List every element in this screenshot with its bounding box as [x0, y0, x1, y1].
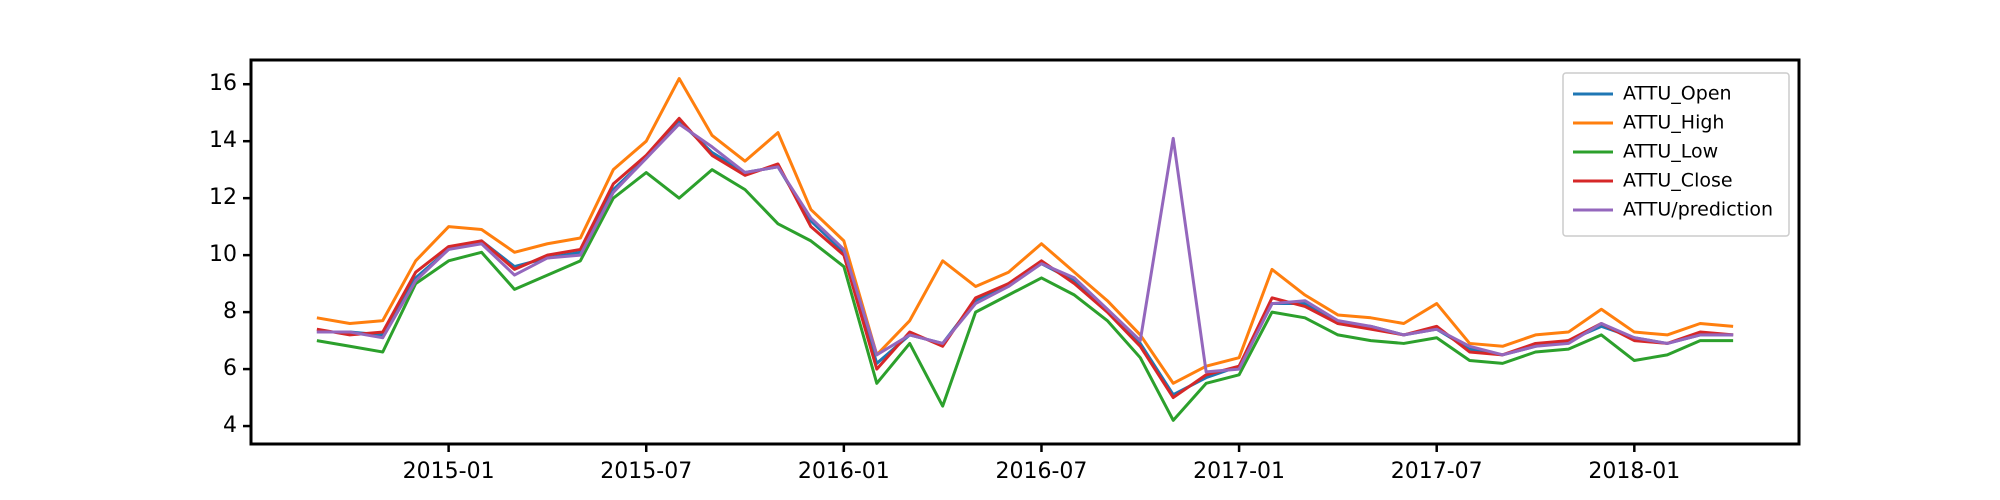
x-tick-label: 2016-01 [798, 459, 890, 484]
legend-label: ATTU_Close [1623, 170, 1733, 192]
x-tick-label: 2018-01 [1588, 459, 1680, 484]
series-line [316, 168, 1734, 422]
x-tick-label: 2015-01 [403, 459, 495, 484]
x-tick-label: 2015-07 [600, 459, 692, 484]
legend-label: ATTU/prediction [1623, 199, 1773, 221]
y-tick-label: 16 [209, 71, 237, 96]
y-tick-label: 14 [209, 128, 237, 153]
legend-label: ATTU_Open [1623, 83, 1732, 105]
series-line [316, 122, 1734, 374]
x-tick-label: 2017-07 [1391, 459, 1483, 484]
legend-label: ATTU_Low [1623, 141, 1718, 163]
y-tick-label: 12 [209, 185, 237, 210]
series-line [316, 77, 1734, 385]
legend-box [1562, 72, 1790, 237]
x-tick-label: 2017-01 [1193, 459, 1285, 484]
y-tick-label: 4 [223, 413, 237, 438]
legend-label: ATTU_High [1623, 112, 1724, 134]
x-tick-label: 2016-07 [996, 459, 1088, 484]
y-tick-label: 8 [223, 299, 237, 324]
y-tick-label: 6 [223, 356, 237, 381]
legend: ATTU_Open ATTU_High ATTU_Low ATTU_Close ATTU… [1562, 72, 1790, 237]
plot-frame [249, 58, 1801, 446]
y-tick-label: 10 [209, 242, 237, 267]
